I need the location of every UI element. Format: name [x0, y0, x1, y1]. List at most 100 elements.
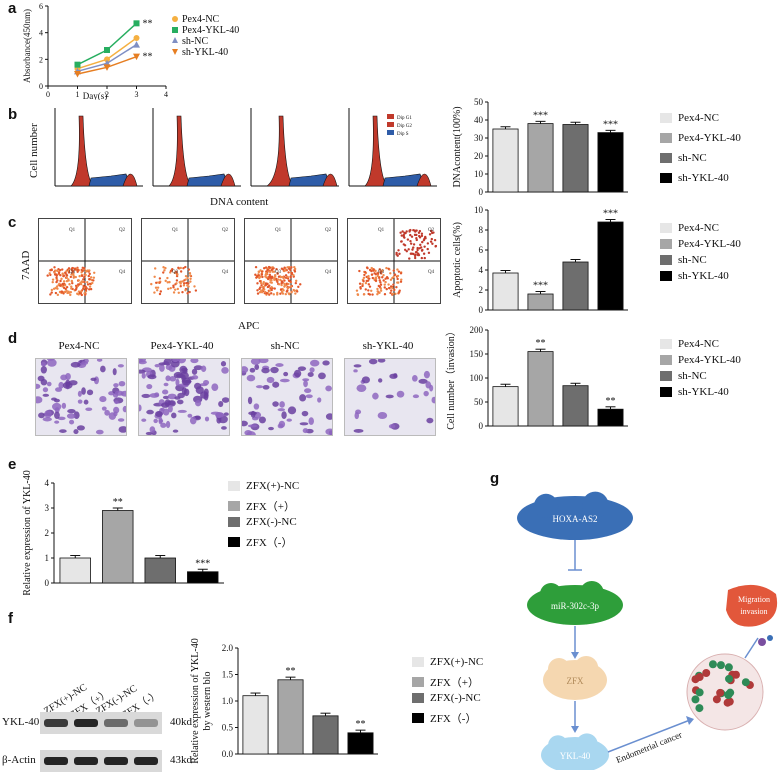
- legend-label: ZFX(+)-NC: [246, 480, 300, 492]
- event-dot: [279, 275, 283, 279]
- y-tick-label: 2.0: [222, 643, 234, 653]
- event-dot: [258, 291, 262, 294]
- event-dot: [50, 288, 54, 292]
- stained-cell: [356, 384, 367, 393]
- g1-peak: [70, 115, 94, 187]
- legend-label: Pex4-NC: [182, 14, 220, 25]
- event-dot: [86, 283, 90, 286]
- event-dot: [403, 248, 407, 252]
- stained-cell: [165, 375, 171, 382]
- stained-cell: [247, 396, 253, 405]
- event-dot: [430, 237, 434, 241]
- quadrant-label: Q3: [172, 270, 179, 275]
- legend-swatch: [228, 501, 240, 511]
- event-dot: [50, 291, 53, 294]
- blot-band: [134, 757, 158, 765]
- quadrant-label: Q2: [428, 228, 435, 233]
- blot-band: [134, 719, 158, 727]
- mechanism-diagram: HOXA-AS2 miR-302c-3p ZFX YKL-40 Endometrial …: [517, 491, 778, 770]
- stained-cell: [216, 416, 222, 424]
- event-dot: [70, 273, 73, 276]
- tumor-cell: [725, 697, 734, 706]
- stained-cell: [281, 411, 287, 419]
- event-dot: [405, 230, 408, 233]
- y-tick-label: 100: [470, 373, 484, 383]
- hist-legend-label: Dip S: [397, 132, 409, 137]
- event-dot: [362, 280, 365, 283]
- stained-cell: [247, 424, 258, 428]
- stained-cell: [118, 380, 126, 387]
- event-dot: [179, 270, 183, 273]
- event-dot: [169, 286, 172, 290]
- tumor-cell: [716, 688, 725, 697]
- event-dot: [61, 268, 64, 271]
- g1-peak: [364, 115, 388, 187]
- event-dot: [268, 266, 272, 269]
- stained-cell: [169, 375, 177, 382]
- y-tick-label: 1.5: [222, 670, 234, 680]
- event-dot: [268, 273, 272, 277]
- y-tick-label: 0: [479, 305, 484, 315]
- ykl-40-node-puff: [576, 733, 598, 755]
- event-dot: [383, 293, 387, 296]
- hoxa-as2-node-puff: [533, 493, 559, 518]
- event-dot: [184, 265, 187, 269]
- stained-cell: [287, 406, 297, 415]
- x-tick-label: 0: [46, 90, 50, 99]
- legend-label: sh-NC: [678, 152, 707, 164]
- event-dot: [277, 283, 281, 286]
- panel-c-label: c: [8, 214, 17, 231]
- stained-cell: [268, 426, 274, 431]
- event-dot: [372, 268, 375, 271]
- legend-label: ZFX（-）: [246, 537, 293, 549]
- event-dot: [159, 290, 163, 293]
- quadrant-label: Q2: [325, 228, 332, 233]
- event-dot: [177, 266, 180, 270]
- event-dot: [418, 234, 421, 238]
- zfx-node-puff: [574, 656, 599, 680]
- migration-label: Migration: [738, 595, 770, 604]
- legend-item: sh-YKL-40: [660, 172, 729, 184]
- stained-cell: [42, 393, 50, 397]
- stained-cell: [68, 380, 78, 386]
- x-tick-label: 3: [135, 90, 139, 99]
- event-dot: [62, 286, 66, 290]
- event-dot: [48, 272, 51, 275]
- event-dot: [389, 272, 392, 275]
- event-dot: [162, 266, 165, 269]
- data-point: [104, 47, 110, 53]
- legend-label: Pex4-NC: [678, 338, 719, 350]
- legend-item: Pex4-NC: [660, 338, 719, 350]
- stained-cell: [361, 376, 370, 384]
- legend-swatch: [660, 387, 672, 397]
- stained-cell: [101, 406, 107, 411]
- event-dot: [370, 289, 373, 293]
- event-dot: [428, 233, 432, 236]
- flow-plot: Q1 Q2 Q3 Q4: [38, 218, 132, 304]
- event-dot: [173, 288, 177, 291]
- event-dot: [254, 273, 257, 276]
- y-tick-label: 6: [39, 2, 43, 11]
- event-dot: [378, 276, 381, 280]
- event-dot: [273, 273, 277, 277]
- stained-cell: [221, 366, 229, 374]
- significance-label: **: [286, 666, 296, 677]
- stained-cell: [66, 413, 76, 419]
- x-axis-label: Day(s): [83, 91, 108, 100]
- hist-xlabel: DNA content: [210, 196, 269, 208]
- event-dot: [63, 284, 67, 287]
- panel-d-label: d: [8, 330, 18, 347]
- quadrant-label: Q1: [275, 228, 282, 233]
- event-dot: [51, 278, 55, 281]
- event-dot: [267, 292, 270, 295]
- event-dot: [391, 276, 394, 280]
- event-dot: [155, 281, 158, 285]
- event-dot: [92, 279, 95, 282]
- event-dot: [186, 292, 189, 295]
- stained-cell: [385, 394, 394, 399]
- event-dot: [162, 271, 165, 274]
- significance-label: ***: [533, 110, 548, 121]
- g2-peak: [322, 173, 338, 187]
- event-dot: [182, 282, 186, 285]
- stained-cell: [162, 389, 169, 395]
